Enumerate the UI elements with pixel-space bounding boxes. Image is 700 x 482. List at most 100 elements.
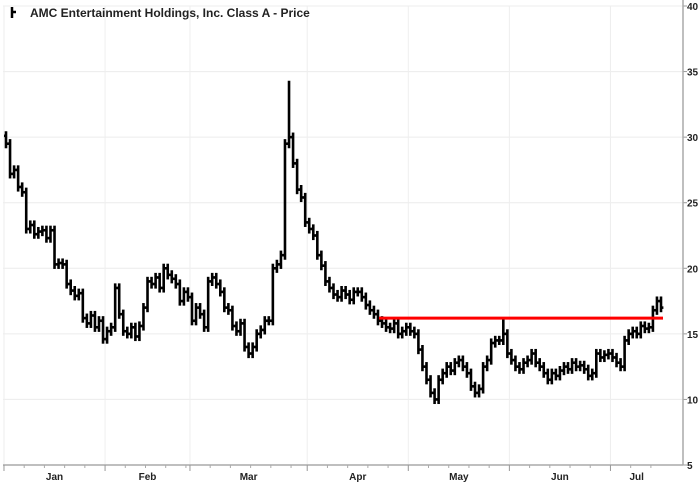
price-bar-icon <box>10 7 16 18</box>
price-bar <box>331 283 336 300</box>
price-bar <box>509 348 514 365</box>
price-bar <box>161 263 167 293</box>
price-bar <box>173 274 179 289</box>
price-bar <box>347 289 353 305</box>
price-bar <box>48 225 53 243</box>
price-bar <box>456 355 462 368</box>
price-bar <box>375 309 381 326</box>
price-bar <box>659 296 664 313</box>
price-bar <box>36 226 41 239</box>
price-bar <box>145 276 150 313</box>
price-bar <box>242 318 247 352</box>
price-bar <box>630 326 636 339</box>
price-bar <box>88 310 94 328</box>
y-tick-label: 10 <box>687 395 699 406</box>
price-bar <box>420 345 425 372</box>
price-bar <box>359 287 365 302</box>
price-bar <box>206 276 211 332</box>
price-bar <box>12 165 17 179</box>
price-bar <box>299 185 304 203</box>
x-tick-label: May <box>449 472 469 482</box>
price-bar <box>149 276 154 289</box>
price-bar <box>448 362 454 376</box>
price-bar <box>436 375 442 405</box>
price-bar <box>339 285 344 302</box>
price-bar <box>234 321 239 336</box>
price-bar <box>238 318 243 336</box>
price-bar <box>452 358 458 376</box>
chart-title: AMC Entertainment Holdings, Inc. Class A… <box>30 6 310 20</box>
price-bar <box>250 342 256 359</box>
price-bar <box>315 230 320 260</box>
price-bar <box>497 335 502 346</box>
price-bar <box>533 348 539 368</box>
price-bar <box>614 352 619 368</box>
price-bar <box>218 279 223 297</box>
price-bar <box>311 224 316 241</box>
y-tick-label: 5 <box>687 461 693 472</box>
legend: AMC Entertainment Holdings, Inc. Class A… <box>10 6 310 20</box>
price-bar <box>432 388 437 405</box>
price-bar <box>481 362 486 394</box>
price-bar <box>586 364 591 381</box>
price-bar <box>505 329 510 359</box>
price-bar <box>64 259 70 289</box>
price-bar <box>598 348 603 363</box>
price-bar <box>566 362 571 374</box>
price-bar <box>634 326 640 339</box>
price-bar <box>32 220 37 239</box>
price-bar <box>416 329 421 355</box>
price-bar <box>153 272 158 289</box>
price-bar <box>307 217 312 234</box>
price-bar <box>270 263 276 326</box>
price-bar <box>109 322 114 336</box>
y-tick-label: 40 <box>687 2 699 13</box>
price-bar <box>578 360 583 372</box>
y-tick-label: 15 <box>687 330 699 341</box>
price-bar <box>489 338 494 365</box>
price-bar <box>468 368 474 391</box>
price-bar <box>137 321 142 342</box>
price-bar <box>367 300 373 315</box>
price-bar <box>72 285 78 301</box>
price-bar <box>335 289 340 302</box>
price-bar <box>343 285 349 300</box>
price-bar <box>202 309 207 332</box>
price-bar <box>121 309 126 336</box>
price-bar <box>246 342 251 359</box>
price-bar <box>525 355 530 368</box>
price-bar <box>274 259 280 273</box>
price-bar <box>501 318 506 346</box>
price-bar <box>52 225 57 269</box>
price-bar <box>80 288 86 323</box>
price-bar <box>169 270 175 284</box>
x-tick-label: Apr <box>349 472 366 482</box>
price-bar <box>125 326 130 339</box>
price-bar <box>355 287 361 297</box>
price-bar <box>157 272 163 293</box>
price-bar <box>541 362 547 378</box>
price-bar <box>582 360 587 374</box>
price-bar <box>133 322 138 342</box>
price-bar <box>574 358 579 372</box>
price-bar <box>60 258 66 269</box>
price-bar <box>278 250 284 269</box>
price-bar <box>626 329 632 346</box>
x-tick-label: Feb <box>139 472 157 482</box>
price-bar <box>404 322 409 336</box>
price-bar <box>392 318 397 334</box>
y-tick-label: 30 <box>687 133 699 144</box>
price-bar <box>363 292 369 310</box>
price-bar <box>101 316 106 344</box>
price-bar <box>319 250 324 271</box>
price-bar <box>485 355 490 372</box>
price-bar <box>76 288 82 301</box>
price-bar <box>602 350 607 363</box>
x-tick-label: Jul <box>630 472 645 482</box>
price-bar <box>400 326 405 339</box>
price-bar <box>214 272 219 289</box>
price-bar <box>594 348 599 378</box>
price-bar <box>92 310 98 332</box>
price-bar <box>371 305 377 319</box>
price-bar <box>444 362 450 378</box>
